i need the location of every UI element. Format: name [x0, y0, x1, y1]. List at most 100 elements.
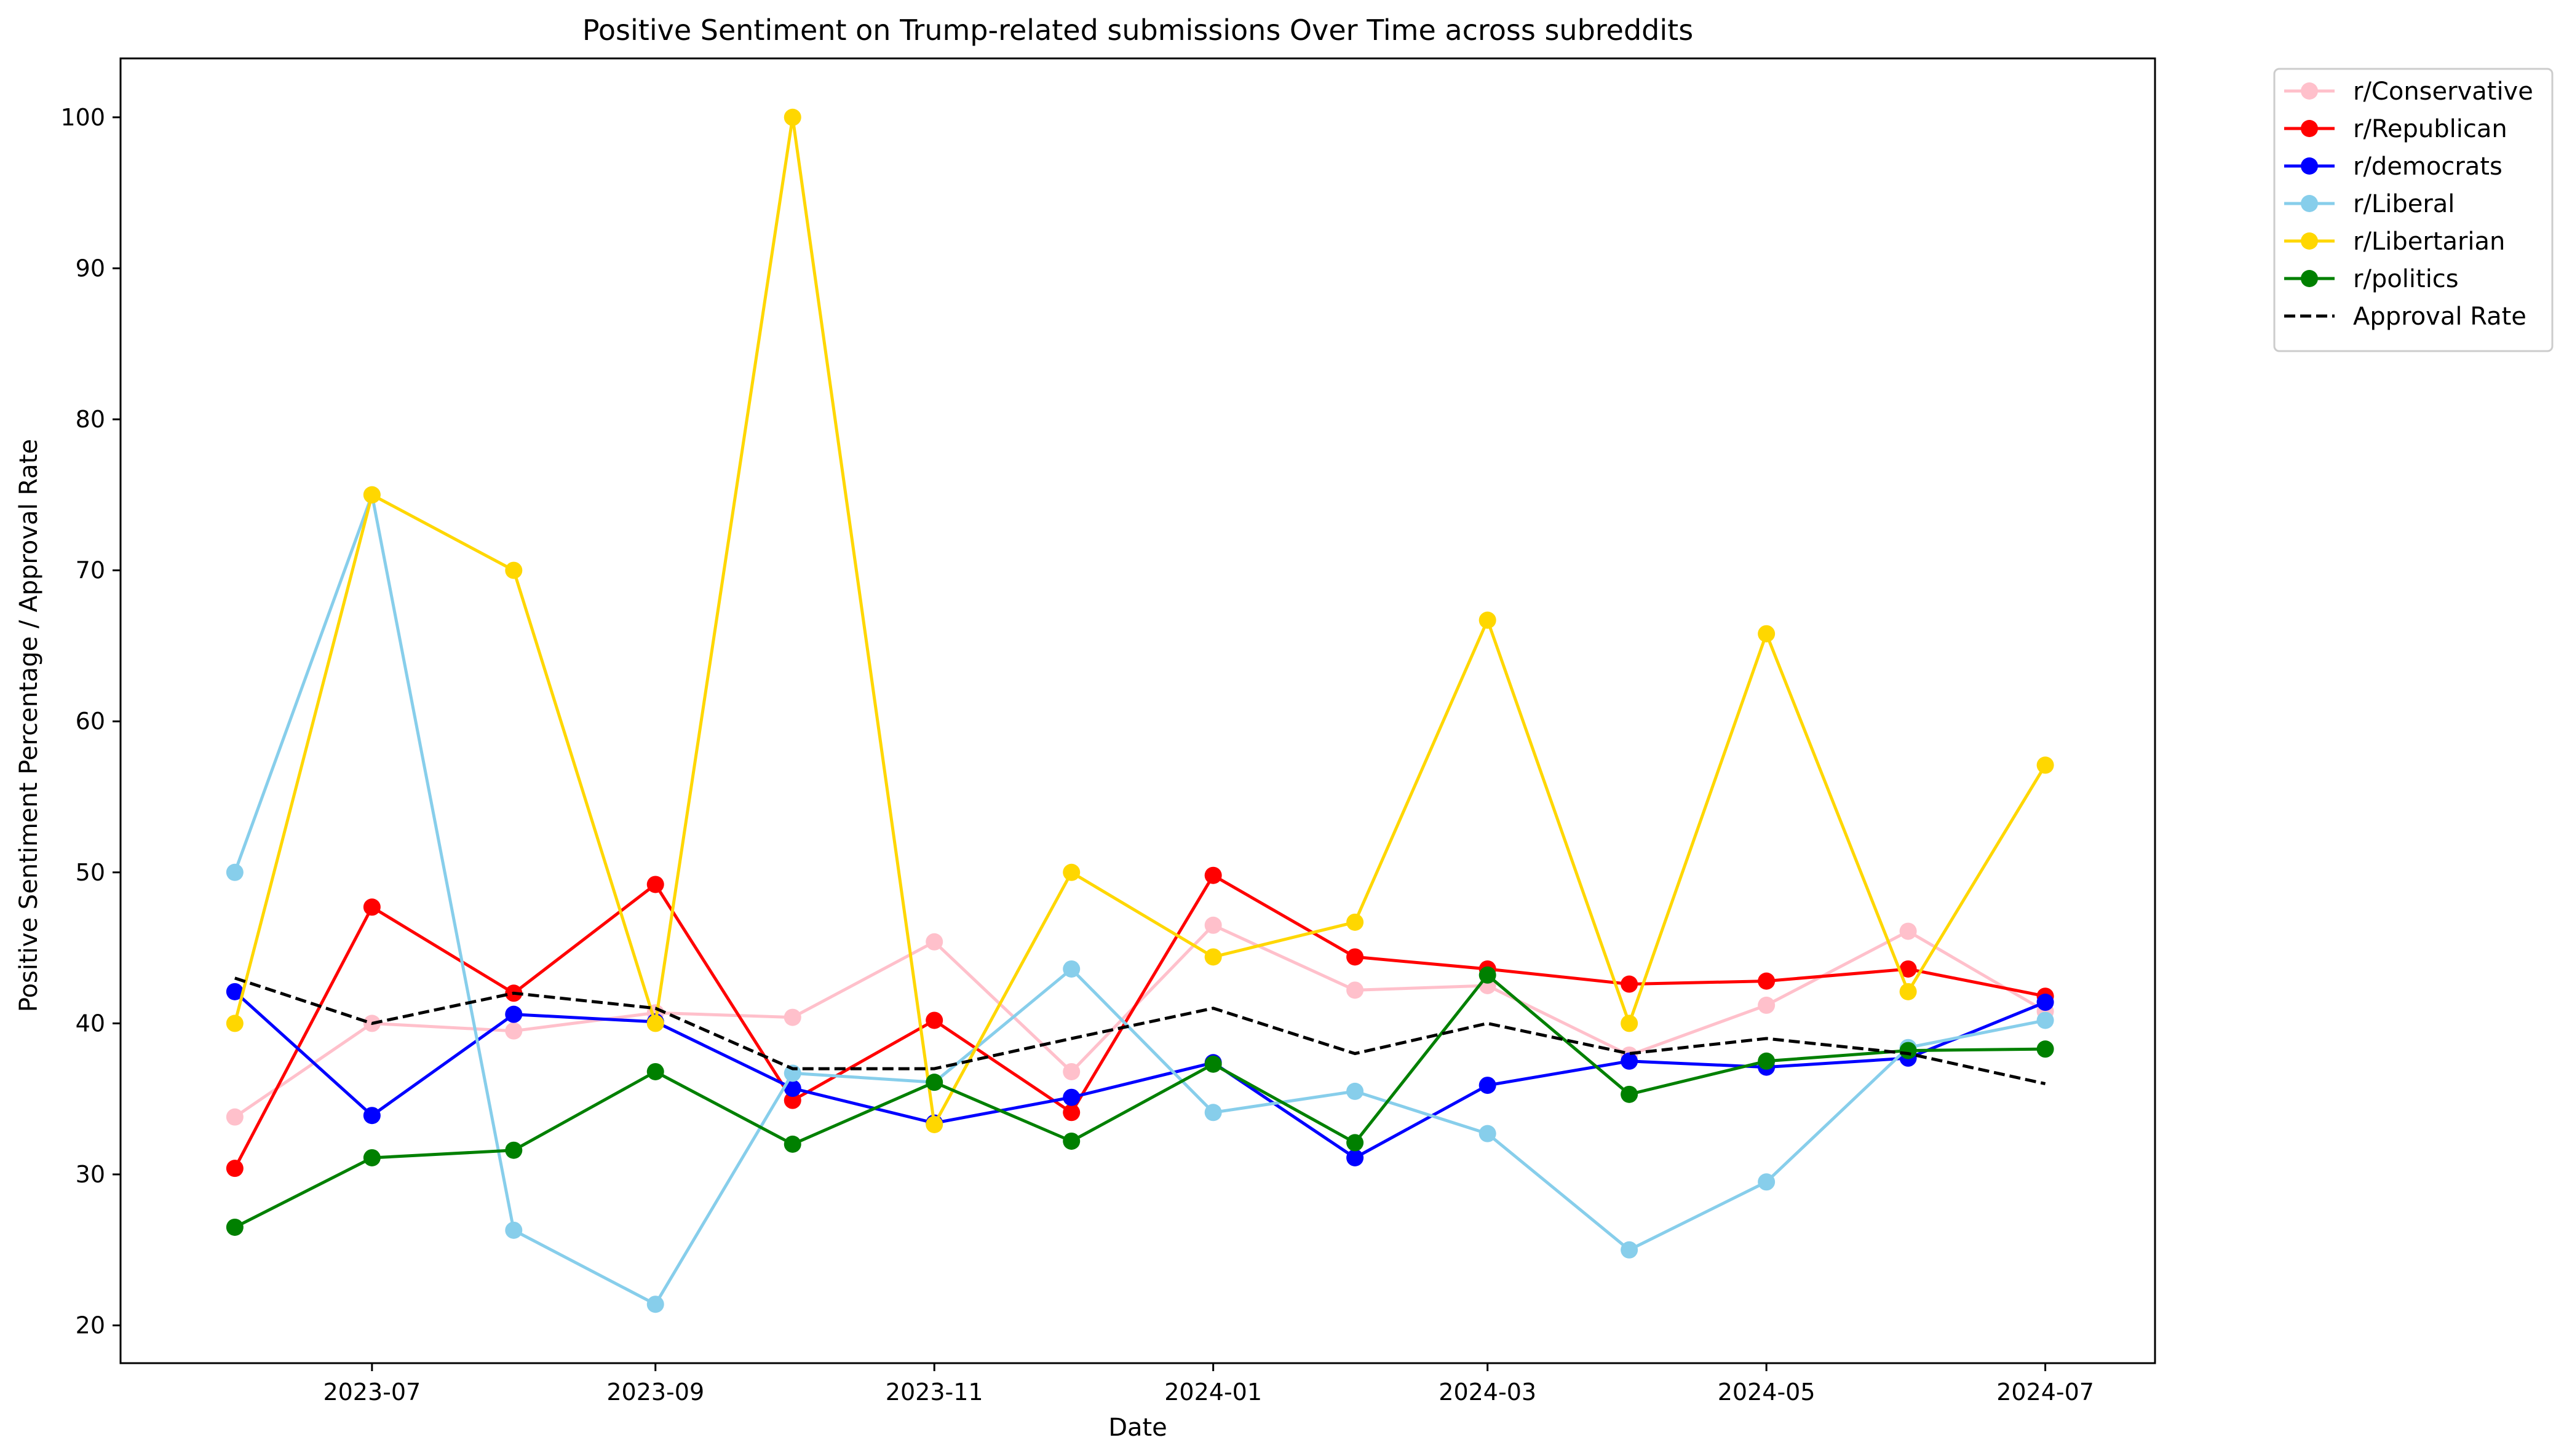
data-point-republican — [646, 876, 664, 893]
data-point-democrats — [363, 1107, 381, 1125]
data-point-liberal — [1758, 1173, 1776, 1191]
series-line-libertarian — [233, 116, 2047, 1126]
data-point-republican — [1204, 866, 1222, 884]
data-point-libertarian — [1063, 863, 1081, 881]
x-tick-label: 2023-07 — [323, 1379, 421, 1406]
legend-item: r/Liberal — [2284, 190, 2455, 218]
data-point-conservative — [1899, 922, 1917, 940]
series-conservative — [226, 916, 2054, 1126]
data-point-libertarian — [784, 108, 801, 126]
data-point-liberal — [505, 1221, 523, 1239]
data-point-republican — [784, 1091, 801, 1109]
legend-item: r/democrats — [2284, 152, 2502, 181]
data-point-liberal — [2036, 1011, 2054, 1029]
data-point-libertarian — [226, 1015, 244, 1032]
data-point-conservative — [226, 1108, 244, 1126]
data-point-politics — [926, 1074, 943, 1091]
data-point-democrats — [2036, 994, 2054, 1011]
legend-item: r/Libertarian — [2284, 228, 2505, 256]
data-point-republican — [226, 1160, 244, 1177]
series-republican — [226, 866, 2054, 1177]
series-line-conservative — [234, 924, 2046, 1118]
legend: r/Conservative r/Republican r/democrats r/L… — [2273, 68, 2554, 352]
data-point-libertarian — [505, 561, 523, 579]
y-tick-label: 60 — [76, 708, 105, 735]
x-tick-label: 2024-07 — [1996, 1379, 2094, 1406]
y-tick-label: 100 — [60, 104, 105, 131]
data-point-politics — [1758, 1052, 1776, 1070]
data-point-politics — [646, 1062, 664, 1080]
axis-ticks: 2023-07 2023-09 2023-11 2024-01 2024-03 2024-… — [60, 104, 2094, 1406]
data-point-democrats — [1478, 1077, 1496, 1094]
x-axis-label: Date — [1108, 1414, 1167, 1442]
y-tick-label: 70 — [76, 557, 105, 584]
data-point-liberal — [646, 1296, 664, 1313]
data-point-politics — [226, 1218, 244, 1236]
data-point-politics — [363, 1149, 381, 1166]
data-point-libertarian — [363, 486, 381, 504]
data-point-democrats — [784, 1080, 801, 1098]
data-point-politics — [1063, 1132, 1081, 1150]
series-politics — [226, 966, 2054, 1236]
legend-swatch-marker — [2301, 157, 2318, 175]
series-line-republican — [233, 874, 2046, 1169]
y-tick-label: 40 — [76, 1010, 105, 1037]
data-point-republican — [1758, 972, 1776, 990]
data-point-politics — [2036, 1040, 2054, 1058]
legend-label: r/Libertarian — [2353, 228, 2505, 256]
data-point-politics — [1204, 1055, 1222, 1073]
data-point-republican — [1063, 1104, 1081, 1122]
x-tick-label: 2024-01 — [1164, 1379, 1262, 1406]
series-liberal — [226, 486, 2054, 1313]
plot-area-frame — [119, 57, 2156, 1364]
data-point-conservative — [1204, 916, 1222, 934]
data-point-democrats — [226, 983, 244, 1000]
data-point-libertarian — [1899, 983, 1917, 1000]
data-point-libertarian — [1204, 948, 1222, 966]
data-point-liberal — [1621, 1241, 1638, 1259]
y-axis-label: Positive Sentiment Percentage / Approval… — [15, 439, 43, 1012]
data-point-conservative — [505, 1022, 523, 1040]
data-point-libertarian — [926, 1115, 943, 1133]
data-point-libertarian — [1621, 1015, 1638, 1032]
x-tick-label: 2024-03 — [1439, 1379, 1536, 1406]
data-point-democrats — [1621, 1052, 1638, 1070]
legend-item: Approval Rate — [2284, 303, 2526, 331]
legend-label: r/Liberal — [2353, 190, 2455, 218]
legend-box — [2273, 68, 2554, 352]
legend-label: r/Republican — [2353, 115, 2507, 143]
x-tick-label: 2024-05 — [1718, 1379, 1816, 1406]
data-point-politics — [505, 1141, 523, 1159]
data-point-liberal — [1346, 1082, 1364, 1100]
data-point-politics — [784, 1135, 801, 1153]
data-point-republican — [1346, 948, 1364, 966]
y-tick-label: 80 — [76, 406, 105, 433]
y-tick-label: 90 — [76, 255, 105, 282]
legend-item: r/Conservative — [2284, 77, 2533, 106]
series-libertarian — [226, 108, 2054, 1133]
legend-swatch-marker — [2301, 82, 2318, 100]
data-point-democrats — [1346, 1149, 1364, 1166]
legend-label: Approval Rate — [2353, 303, 2526, 331]
data-point-democrats — [505, 1005, 523, 1023]
data-point-conservative — [926, 933, 943, 951]
data-point-liberal — [226, 863, 244, 881]
chart-title: Positive Sentiment on Trump-related subm… — [582, 14, 1693, 47]
data-point-libertarian — [1478, 611, 1496, 629]
data-point-conservative — [1063, 1062, 1081, 1080]
data-point-politics — [1621, 1085, 1638, 1103]
data-point-libertarian — [2036, 756, 2054, 774]
series-line-politics — [234, 973, 2046, 1229]
legend-label: r/politics — [2353, 265, 2459, 293]
data-point-politics — [1346, 1134, 1364, 1152]
legend-item: r/Republican — [2284, 115, 2507, 143]
legend-label: r/Conservative — [2353, 77, 2533, 106]
series-approval-rate — [234, 976, 2046, 1086]
data-point-libertarian — [1758, 625, 1776, 643]
data-point-conservative — [1758, 996, 1776, 1014]
series-line-approval-rate — [234, 976, 2046, 1086]
legend-label: r/democrats — [2353, 152, 2502, 181]
data-point-libertarian — [1346, 913, 1364, 931]
legend-swatch-marker — [2301, 120, 2318, 137]
data-point-democrats — [1063, 1088, 1081, 1106]
